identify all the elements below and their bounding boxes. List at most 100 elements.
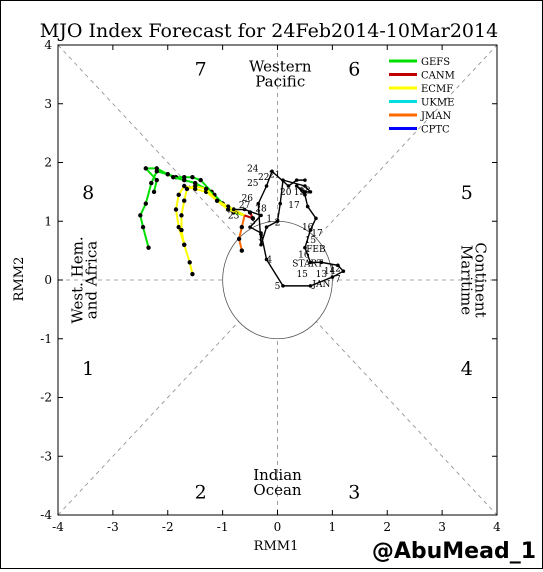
- watermark: @AbuMead_1: [371, 539, 536, 564]
- x-axis-label: RMM1: [254, 539, 299, 554]
- observed-point: [308, 228, 313, 232]
- legend-label: ECMF: [421, 84, 453, 95]
- x-tick-label: 4: [493, 520, 501, 534]
- observed-point: [303, 184, 307, 188]
- observed-point: [330, 275, 335, 279]
- observed-point: [248, 225, 252, 229]
- observed-point: [308, 260, 313, 265]
- y-tick-label: 0: [44, 273, 52, 287]
- region-label: Pacific: [255, 72, 305, 90]
- observed-point: [256, 201, 261, 206]
- series-point: [143, 166, 148, 171]
- series-point: [187, 260, 192, 265]
- x-tick-label: 2: [383, 520, 391, 534]
- series-point: [176, 192, 181, 198]
- observed-point: [341, 269, 346, 273]
- series-point: [214, 198, 220, 203]
- day-label: 2: [275, 218, 281, 228]
- series-point: [190, 271, 195, 277]
- series-line: [238, 215, 246, 251]
- day-label: 17: [311, 229, 323, 239]
- series-line: [180, 184, 245, 245]
- y-tick-label: 4: [44, 38, 52, 52]
- observed-point: [303, 193, 307, 197]
- observed-point: [319, 260, 324, 265]
- day-label: START: [292, 260, 323, 270]
- y-tick-label: -1: [40, 332, 52, 346]
- series-point: [190, 174, 195, 180]
- day-label: 16: [298, 251, 310, 261]
- day-label: 27: [239, 201, 251, 211]
- series-point: [203, 186, 209, 192]
- region-label: Western: [249, 57, 312, 75]
- region-label: Maritime: [457, 245, 475, 315]
- day-label: 24: [247, 164, 259, 174]
- observed-point: [275, 219, 280, 224]
- phase-label: 2: [195, 482, 207, 504]
- series-point: [165, 172, 170, 177]
- observed-point: [259, 242, 263, 247]
- series-point: [154, 177, 159, 183]
- day-label: 16: [302, 223, 314, 233]
- x-tick-label: 3: [438, 520, 446, 534]
- observed-point: [242, 207, 247, 212]
- day-label: 17: [288, 201, 300, 211]
- day-label: FEB: [306, 245, 326, 255]
- series-point: [192, 183, 198, 189]
- phase-label: 7: [195, 59, 207, 81]
- x-tick-label: -2: [162, 520, 174, 534]
- series-point: [173, 207, 179, 212]
- series-point: [182, 177, 187, 183]
- x-tick-label: -4: [52, 520, 64, 534]
- day-label: 5: [275, 282, 281, 292]
- phase-label: 4: [461, 358, 473, 380]
- phase-label: 6: [348, 59, 360, 81]
- day-label: 13: [316, 270, 328, 280]
- x-tick-label: -3: [107, 520, 119, 534]
- phase-label: 5: [461, 182, 473, 204]
- day-label: 20: [280, 188, 292, 198]
- observed-point: [264, 257, 269, 262]
- day-label: 26: [242, 194, 254, 204]
- series-point: [184, 186, 190, 192]
- day-label: 25: [247, 179, 259, 189]
- legend-label: UKME: [421, 98, 454, 109]
- series-point: [225, 207, 231, 212]
- legend-label: GEFS: [421, 57, 450, 68]
- series-point: [176, 224, 181, 230]
- y-tick-label: -2: [40, 391, 52, 405]
- series-point: [140, 224, 146, 230]
- x-tick-label: 0: [274, 520, 282, 534]
- observed-point: [270, 169, 274, 174]
- day-label: 14: [324, 267, 336, 277]
- observed-point: [303, 178, 307, 182]
- y-axis-label: RMM2: [12, 257, 27, 302]
- day-label: 19: [294, 188, 306, 198]
- region-label: West. Hem.: [69, 236, 87, 323]
- series-point: [151, 189, 157, 195]
- observed-point: [281, 284, 285, 288]
- observed-point: [264, 225, 269, 229]
- observed-point: [336, 263, 340, 268]
- region-label: and Africa: [83, 241, 101, 319]
- observed-point: [308, 284, 313, 288]
- day-label: 28: [255, 204, 267, 214]
- day-label: 21: [269, 170, 280, 180]
- series-point: [143, 201, 148, 206]
- legend-label: CANM: [421, 71, 455, 82]
- day-label: 22: [258, 173, 269, 183]
- observed-point: [231, 207, 236, 212]
- region-label: Indian: [253, 466, 302, 484]
- y-tick-label: 2: [44, 156, 52, 170]
- series-point: [146, 245, 151, 250]
- series-point: [239, 248, 245, 253]
- series-point: [179, 213, 184, 218]
- observed-point: [286, 184, 291, 188]
- series-point: [198, 177, 203, 183]
- series-point: [236, 236, 242, 242]
- x-tick-label: -1: [217, 520, 229, 534]
- observed-point: [281, 178, 285, 182]
- observed-point: [308, 190, 313, 194]
- series-point: [239, 224, 245, 230]
- chart-title: MJO Index Forecast for 24Feb2014-10Mar20…: [40, 20, 498, 42]
